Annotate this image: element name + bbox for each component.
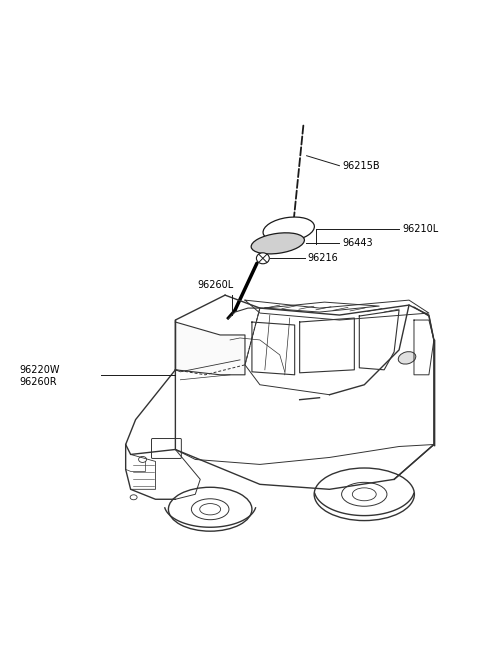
Text: 96260R: 96260R (19, 377, 57, 387)
FancyBboxPatch shape (152, 438, 181, 459)
Text: 96220W: 96220W (19, 365, 60, 375)
Ellipse shape (398, 352, 416, 364)
Ellipse shape (342, 482, 387, 506)
Text: 96443: 96443 (342, 238, 373, 249)
Ellipse shape (251, 233, 304, 254)
Ellipse shape (263, 217, 314, 242)
Text: 96210L: 96210L (402, 224, 438, 234)
Text: 96215B: 96215B (342, 161, 380, 171)
Text: 96216: 96216 (308, 253, 338, 263)
Ellipse shape (139, 457, 146, 462)
Ellipse shape (256, 253, 269, 264)
Ellipse shape (192, 499, 229, 520)
Text: 96260L: 96260L (197, 280, 233, 290)
Polygon shape (175, 322, 245, 375)
Ellipse shape (168, 487, 252, 531)
Ellipse shape (352, 488, 376, 501)
Ellipse shape (314, 468, 414, 521)
Ellipse shape (130, 495, 137, 500)
Ellipse shape (200, 504, 221, 515)
